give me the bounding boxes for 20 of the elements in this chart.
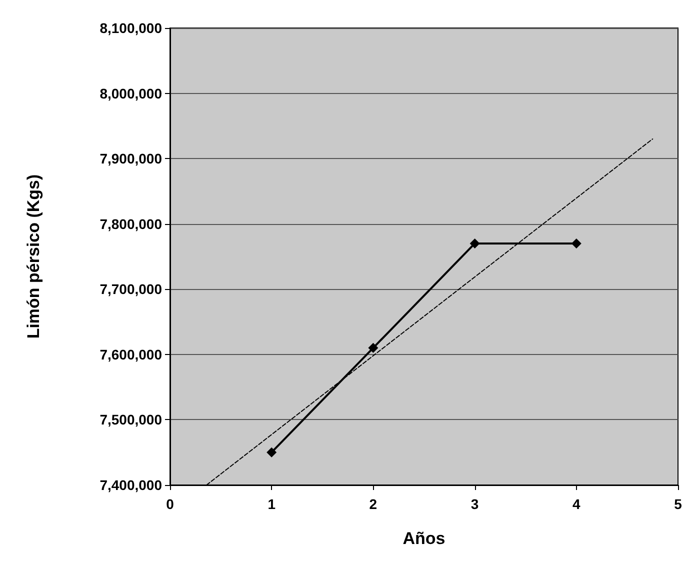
point (470, 238, 480, 248)
y-tick-label: 7,800,000 (100, 216, 162, 232)
y-tick-label: 7,600,000 (100, 346, 162, 362)
x-tick-label: 5 (674, 496, 682, 512)
y-tick-label: 7,900,000 (100, 150, 162, 167)
point (571, 238, 582, 248)
x-axis-title: Años (402, 529, 446, 548)
x-tick-label: 4 (572, 496, 580, 512)
x-tick-label: 3 (470, 496, 479, 512)
x-tick-label: 1 (268, 496, 276, 512)
y-axis-title: Limón pérsico (Kgs) (24, 174, 43, 339)
point (266, 447, 277, 458)
y-tick-label: 8,000,000 (100, 85, 162, 102)
y-tick-label: 7,500,000 (100, 412, 162, 428)
point (368, 342, 378, 353)
y-tick-label: 7,400,000 (100, 477, 162, 493)
x-tick-label: 2 (369, 496, 378, 512)
y-tick-label: 8,100,000 (100, 20, 162, 36)
y-tick-label: 7,700,000 (100, 281, 162, 298)
x-tick-label: 0 (166, 496, 174, 512)
